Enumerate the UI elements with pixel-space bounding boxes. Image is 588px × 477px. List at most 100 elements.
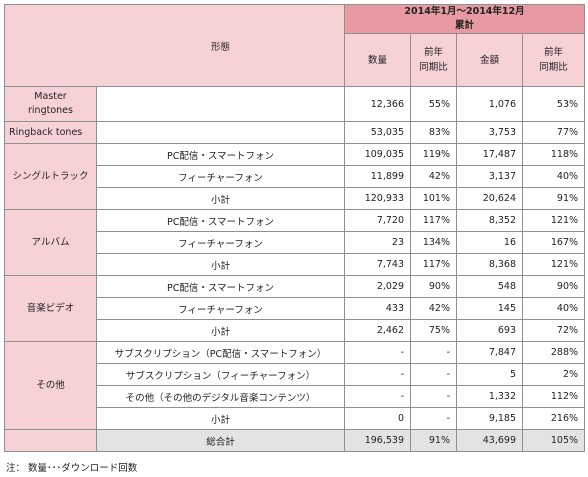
amt-yoy-cell: 2% bbox=[522, 363, 586, 386]
category-album: アルバム bbox=[4, 209, 97, 276]
qty-cell: 11,899 bbox=[344, 165, 412, 188]
category-label-line2: ringtones bbox=[28, 105, 73, 116]
qty-yoy-cell: 117% bbox=[410, 209, 458, 232]
amt-yoy-cell: 167% bbox=[522, 231, 586, 254]
grand-total-row: 総合計 196,539 91% 43,699 105% bbox=[4, 429, 586, 452]
qty-cell: 0 bbox=[344, 407, 412, 430]
qty-yoy-cell: - bbox=[410, 341, 458, 364]
footnote: 注： 数量･･･ダウンロード回数 bbox=[6, 463, 138, 474]
qty-yoy-cell: - bbox=[410, 363, 458, 386]
qty-cell: 23 bbox=[344, 231, 412, 254]
table-row: 小計 2,462 75% 693 72% bbox=[5, 319, 586, 342]
amt-cell: 20,624 bbox=[456, 187, 524, 210]
category-music-video: 音楽ビデオ bbox=[4, 275, 97, 342]
amt-cell: 17,487 bbox=[456, 143, 524, 166]
qty-yoy-cell: - bbox=[410, 407, 458, 430]
qty-yoy-cell: 83% bbox=[410, 121, 458, 144]
category-master-ringtones: Master ringtones bbox=[4, 86, 97, 122]
col-qty-header: 数量 bbox=[344, 33, 412, 87]
form-label-cell: PC配信・スマートフォン bbox=[95, 275, 346, 298]
music-distribution-table: 形態 2014年1月〜2014年12月 累計 数量 前年 同期比 金額 前年 同… bbox=[3, 4, 586, 452]
qty-yoy-cell: 119% bbox=[410, 143, 458, 166]
qty-cell: 7,720 bbox=[344, 209, 412, 232]
amt-cell: 5 bbox=[456, 363, 524, 386]
qty-yoy-cell: 91% bbox=[410, 429, 458, 452]
amt-yoy-cell: 72% bbox=[522, 319, 586, 342]
amt-yoy-cell: 40% bbox=[522, 165, 586, 188]
amt-yoy-cell: 53% bbox=[522, 86, 586, 122]
amt-cell: 8,368 bbox=[456, 253, 524, 276]
qty-cell: 53,035 bbox=[344, 121, 412, 144]
amt-cell: 145 bbox=[456, 297, 524, 320]
amt-yoy-cell: 118% bbox=[522, 143, 586, 166]
form-label-cell: PC配信・スマートフォン bbox=[95, 209, 346, 232]
col-amt-yoy-line1: 前年 bbox=[544, 47, 564, 58]
table-row: アルバム PC配信・スマートフォン 7,720 117% 8,352 121% bbox=[4, 209, 586, 276]
amt-yoy-cell: 288% bbox=[522, 341, 586, 364]
table-row: Master ringtones 12,366 55% 1,076 53% bbox=[4, 86, 586, 122]
amt-cell: 548 bbox=[456, 275, 524, 298]
amt-cell: 1,076 bbox=[456, 86, 524, 122]
amt-yoy-cell: 91% bbox=[522, 187, 586, 210]
col-qty-yoy-line2: 同期比 bbox=[419, 62, 448, 73]
subtotal-label-cell: 小計 bbox=[95, 319, 346, 342]
amt-yoy-cell: 90% bbox=[522, 275, 586, 298]
amt-yoy-cell: 121% bbox=[522, 253, 586, 276]
amt-cell: 9,185 bbox=[456, 407, 524, 430]
form-label-cell: その他（その他のデジタル音楽コンテンツ） bbox=[95, 385, 346, 408]
amt-cell: 1,332 bbox=[456, 385, 524, 408]
qty-yoy-cell: - bbox=[410, 385, 458, 408]
col-qty-yoy-line1: 前年 bbox=[424, 47, 444, 58]
form-label: 形態 bbox=[211, 41, 231, 53]
period-sub-label: 累計 bbox=[455, 20, 475, 31]
qty-yoy-cell: 134% bbox=[410, 231, 458, 254]
qty-cell: - bbox=[344, 385, 412, 408]
form-label-cell: PC配信・スマートフォン bbox=[95, 143, 346, 166]
amt-cell: 16 bbox=[456, 231, 524, 254]
qty-cell: 120,933 bbox=[344, 187, 412, 210]
table-row: 小計 120,933 101% 20,624 91% bbox=[5, 187, 586, 210]
category-ringback-tones: Ringback tones bbox=[4, 121, 97, 144]
amt-cell: 3,137 bbox=[456, 165, 524, 188]
amt-yoy-cell: 121% bbox=[522, 209, 586, 232]
qty-cell: 2,029 bbox=[344, 275, 412, 298]
amt-yoy-cell: 77% bbox=[522, 121, 586, 144]
form-label-cell: サブスクリプション（PC配信・スマートフォン） bbox=[95, 341, 346, 364]
amt-cell: 43,699 bbox=[456, 429, 524, 452]
qty-cell: 7,743 bbox=[344, 253, 412, 276]
header-row-2: 数量 前年 同期比 金額 前年 同期比 bbox=[5, 33, 586, 87]
category-label-line1: Master bbox=[34, 91, 67, 102]
subtotal-label-cell: 小計 bbox=[95, 187, 346, 210]
qty-yoy-cell: 101% bbox=[410, 187, 458, 210]
form-label-cell: サブスクリプション（フィーチャーフォン） bbox=[95, 363, 346, 386]
col-amt-yoy-header: 前年 同期比 bbox=[522, 33, 586, 87]
subtotal-label-cell: 小計 bbox=[95, 253, 346, 276]
qty-cell: - bbox=[344, 363, 412, 386]
period-label: 2014年1月〜2014年12月 bbox=[404, 6, 525, 17]
qty-yoy-cell: 42% bbox=[410, 165, 458, 188]
table-row: フィーチャーフォン 23 134% 16 167% bbox=[5, 231, 586, 254]
qty-cell: 2,462 bbox=[344, 319, 412, 342]
amt-cell: 7,847 bbox=[456, 341, 524, 364]
amt-cell: 3,753 bbox=[456, 121, 524, 144]
table-row: フィーチャーフォン 433 42% 145 40% bbox=[5, 297, 586, 320]
qty-cell: 109,035 bbox=[344, 143, 412, 166]
col-amt-yoy-line2: 同期比 bbox=[539, 62, 568, 73]
header-corner: 形態 bbox=[3, 4, 346, 87]
qty-cell: 12,366 bbox=[344, 86, 412, 122]
category-single-track: シングルトラック bbox=[4, 143, 97, 210]
subtotal-label-cell: 小計 bbox=[95, 407, 346, 430]
grand-total-category-cell bbox=[4, 429, 97, 452]
table-row: 小計 7,743 117% 8,368 121% bbox=[5, 253, 586, 276]
table-row: その他（その他のデジタル音楽コンテンツ） - - 1,332 112% bbox=[5, 385, 586, 408]
amt-yoy-cell: 40% bbox=[522, 297, 586, 320]
table-row: サブスクリプション（フィーチャーフォン） - - 5 2% bbox=[5, 363, 586, 386]
form-label-cell: フィーチャーフォン bbox=[95, 297, 346, 320]
amt-yoy-cell: 112% bbox=[522, 385, 586, 408]
form-cell-empty bbox=[95, 86, 346, 122]
form-cell-empty bbox=[95, 121, 346, 144]
qty-cell: - bbox=[344, 341, 412, 364]
amt-yoy-cell: 105% bbox=[522, 429, 586, 452]
amt-cell: 693 bbox=[456, 319, 524, 342]
qty-cell: 196,539 bbox=[344, 429, 412, 452]
